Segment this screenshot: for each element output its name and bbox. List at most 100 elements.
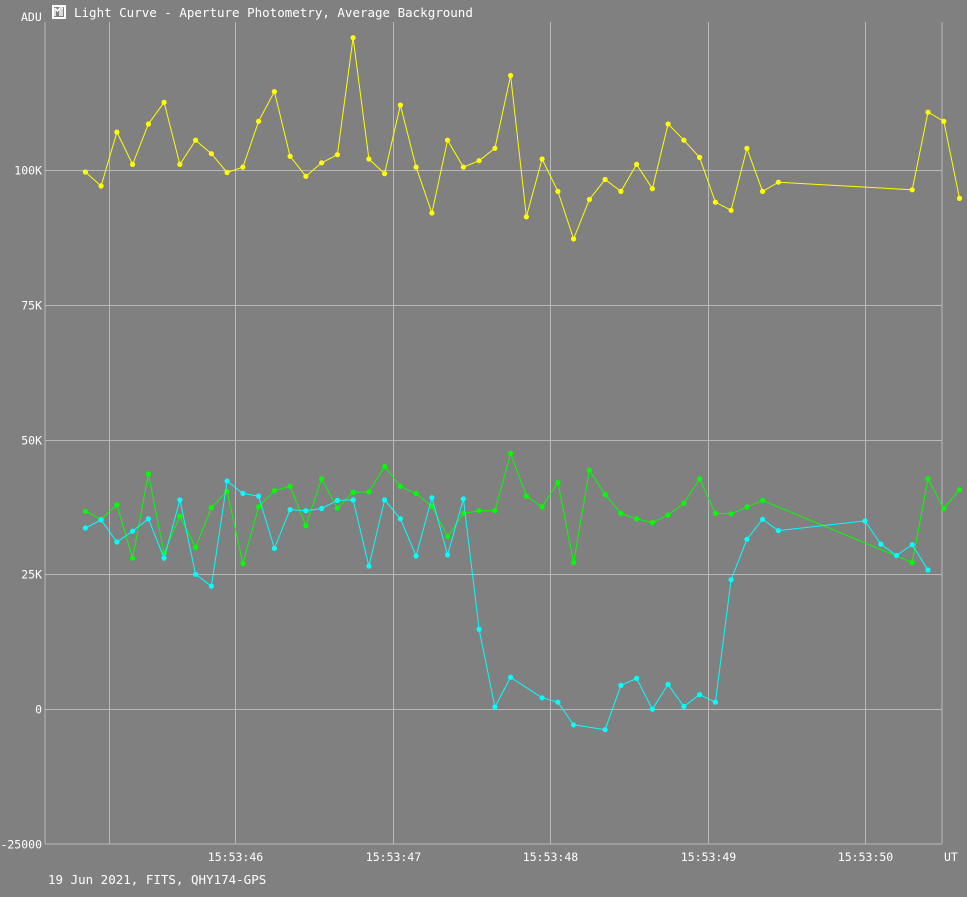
data-point <box>728 207 734 213</box>
data-point <box>956 195 963 201</box>
data-point <box>649 186 656 192</box>
data-point <box>476 508 482 514</box>
data-point <box>586 467 593 473</box>
data-point <box>114 539 120 545</box>
data-point <box>271 488 277 494</box>
y-tick-label: 50K <box>21 434 42 448</box>
series-line <box>85 37 960 241</box>
series-line <box>85 451 960 564</box>
window-title-bar: Light Curve - Aperture Photometry, Avera… <box>52 3 473 21</box>
data-point <box>82 169 88 175</box>
data-point <box>319 160 325 166</box>
data-point <box>618 188 624 194</box>
data-point <box>256 504 262 510</box>
data-point <box>956 487 963 493</box>
data-point <box>571 559 577 566</box>
data-point <box>177 497 183 503</box>
data-point <box>665 681 671 688</box>
data-point <box>413 164 419 170</box>
data-point <box>555 699 561 705</box>
data-point <box>334 505 340 511</box>
data-point <box>382 171 388 177</box>
data-point <box>130 555 136 561</box>
data-point <box>240 560 246 567</box>
data-point <box>429 210 435 216</box>
y-tick-label: -25000 <box>0 838 42 852</box>
data-point <box>413 553 419 559</box>
x-tick-label: 15:53:48 <box>523 850 578 864</box>
data-point <box>571 236 577 242</box>
data-point <box>145 516 151 522</box>
data-point <box>161 555 167 561</box>
data-point <box>334 497 340 503</box>
x-tick-label: 15:53:47 <box>366 850 421 864</box>
data-point <box>862 518 868 524</box>
data-point <box>728 511 734 517</box>
grid-lines <box>44 22 943 845</box>
data-point <box>429 503 435 509</box>
data-point <box>460 164 466 170</box>
data-point <box>697 154 703 160</box>
data-point <box>712 699 719 705</box>
data-point <box>445 534 451 540</box>
data-point <box>602 727 608 733</box>
data-point <box>712 510 719 516</box>
data-point <box>909 187 915 193</box>
data-point <box>319 505 325 512</box>
series-line <box>85 480 929 731</box>
data-point <box>271 89 277 95</box>
series-3 <box>82 478 931 733</box>
data-point <box>539 695 545 701</box>
x-tick-label: 15:53:49 <box>681 850 736 864</box>
data-point <box>523 493 530 499</box>
x-tick-label: 15:53:46 <box>208 850 263 864</box>
data-point <box>98 517 104 523</box>
data-point <box>145 121 151 127</box>
footer-info: 19 Jun 2021, FITS, QHY174-GPS <box>48 872 267 887</box>
data-point <box>397 483 403 489</box>
data-point <box>634 516 640 522</box>
data-point <box>775 528 782 534</box>
data-point <box>649 520 656 526</box>
x-tick-label: 15:53:50 <box>838 850 893 864</box>
data-point <box>303 523 309 529</box>
data-point <box>366 156 372 162</box>
data-point <box>925 567 931 573</box>
data-point <box>382 463 388 470</box>
data-point <box>114 502 120 508</box>
data-point <box>508 674 514 680</box>
data-point <box>665 121 671 127</box>
data-point <box>240 164 246 170</box>
data-point <box>492 145 498 151</box>
data-point <box>476 158 482 164</box>
data-point <box>208 583 214 589</box>
data-point <box>909 559 915 566</box>
data-point <box>508 72 514 79</box>
data-series <box>82 35 963 733</box>
data-point <box>760 497 766 503</box>
series-1 <box>82 35 963 242</box>
data-point <box>555 480 561 486</box>
data-point <box>665 512 671 518</box>
data-point <box>602 491 608 498</box>
data-point <box>130 161 136 167</box>
data-point <box>98 183 104 189</box>
data-point <box>177 161 183 167</box>
data-point <box>760 188 766 194</box>
window-title: Light Curve - Aperture Photometry, Avera… <box>74 4 473 20</box>
data-point <box>476 626 482 632</box>
data-point <box>208 151 214 157</box>
data-point <box>287 153 293 159</box>
y-axis-label: ADU <box>21 10 42 24</box>
data-point <box>256 493 262 499</box>
data-point <box>539 156 545 162</box>
data-point <box>523 214 530 220</box>
data-point <box>925 476 931 482</box>
data-point <box>208 504 214 511</box>
data-point <box>397 102 403 108</box>
x-axis-label: UT <box>944 850 958 864</box>
data-point <box>145 471 151 477</box>
data-point <box>429 495 435 501</box>
data-point <box>193 571 199 577</box>
